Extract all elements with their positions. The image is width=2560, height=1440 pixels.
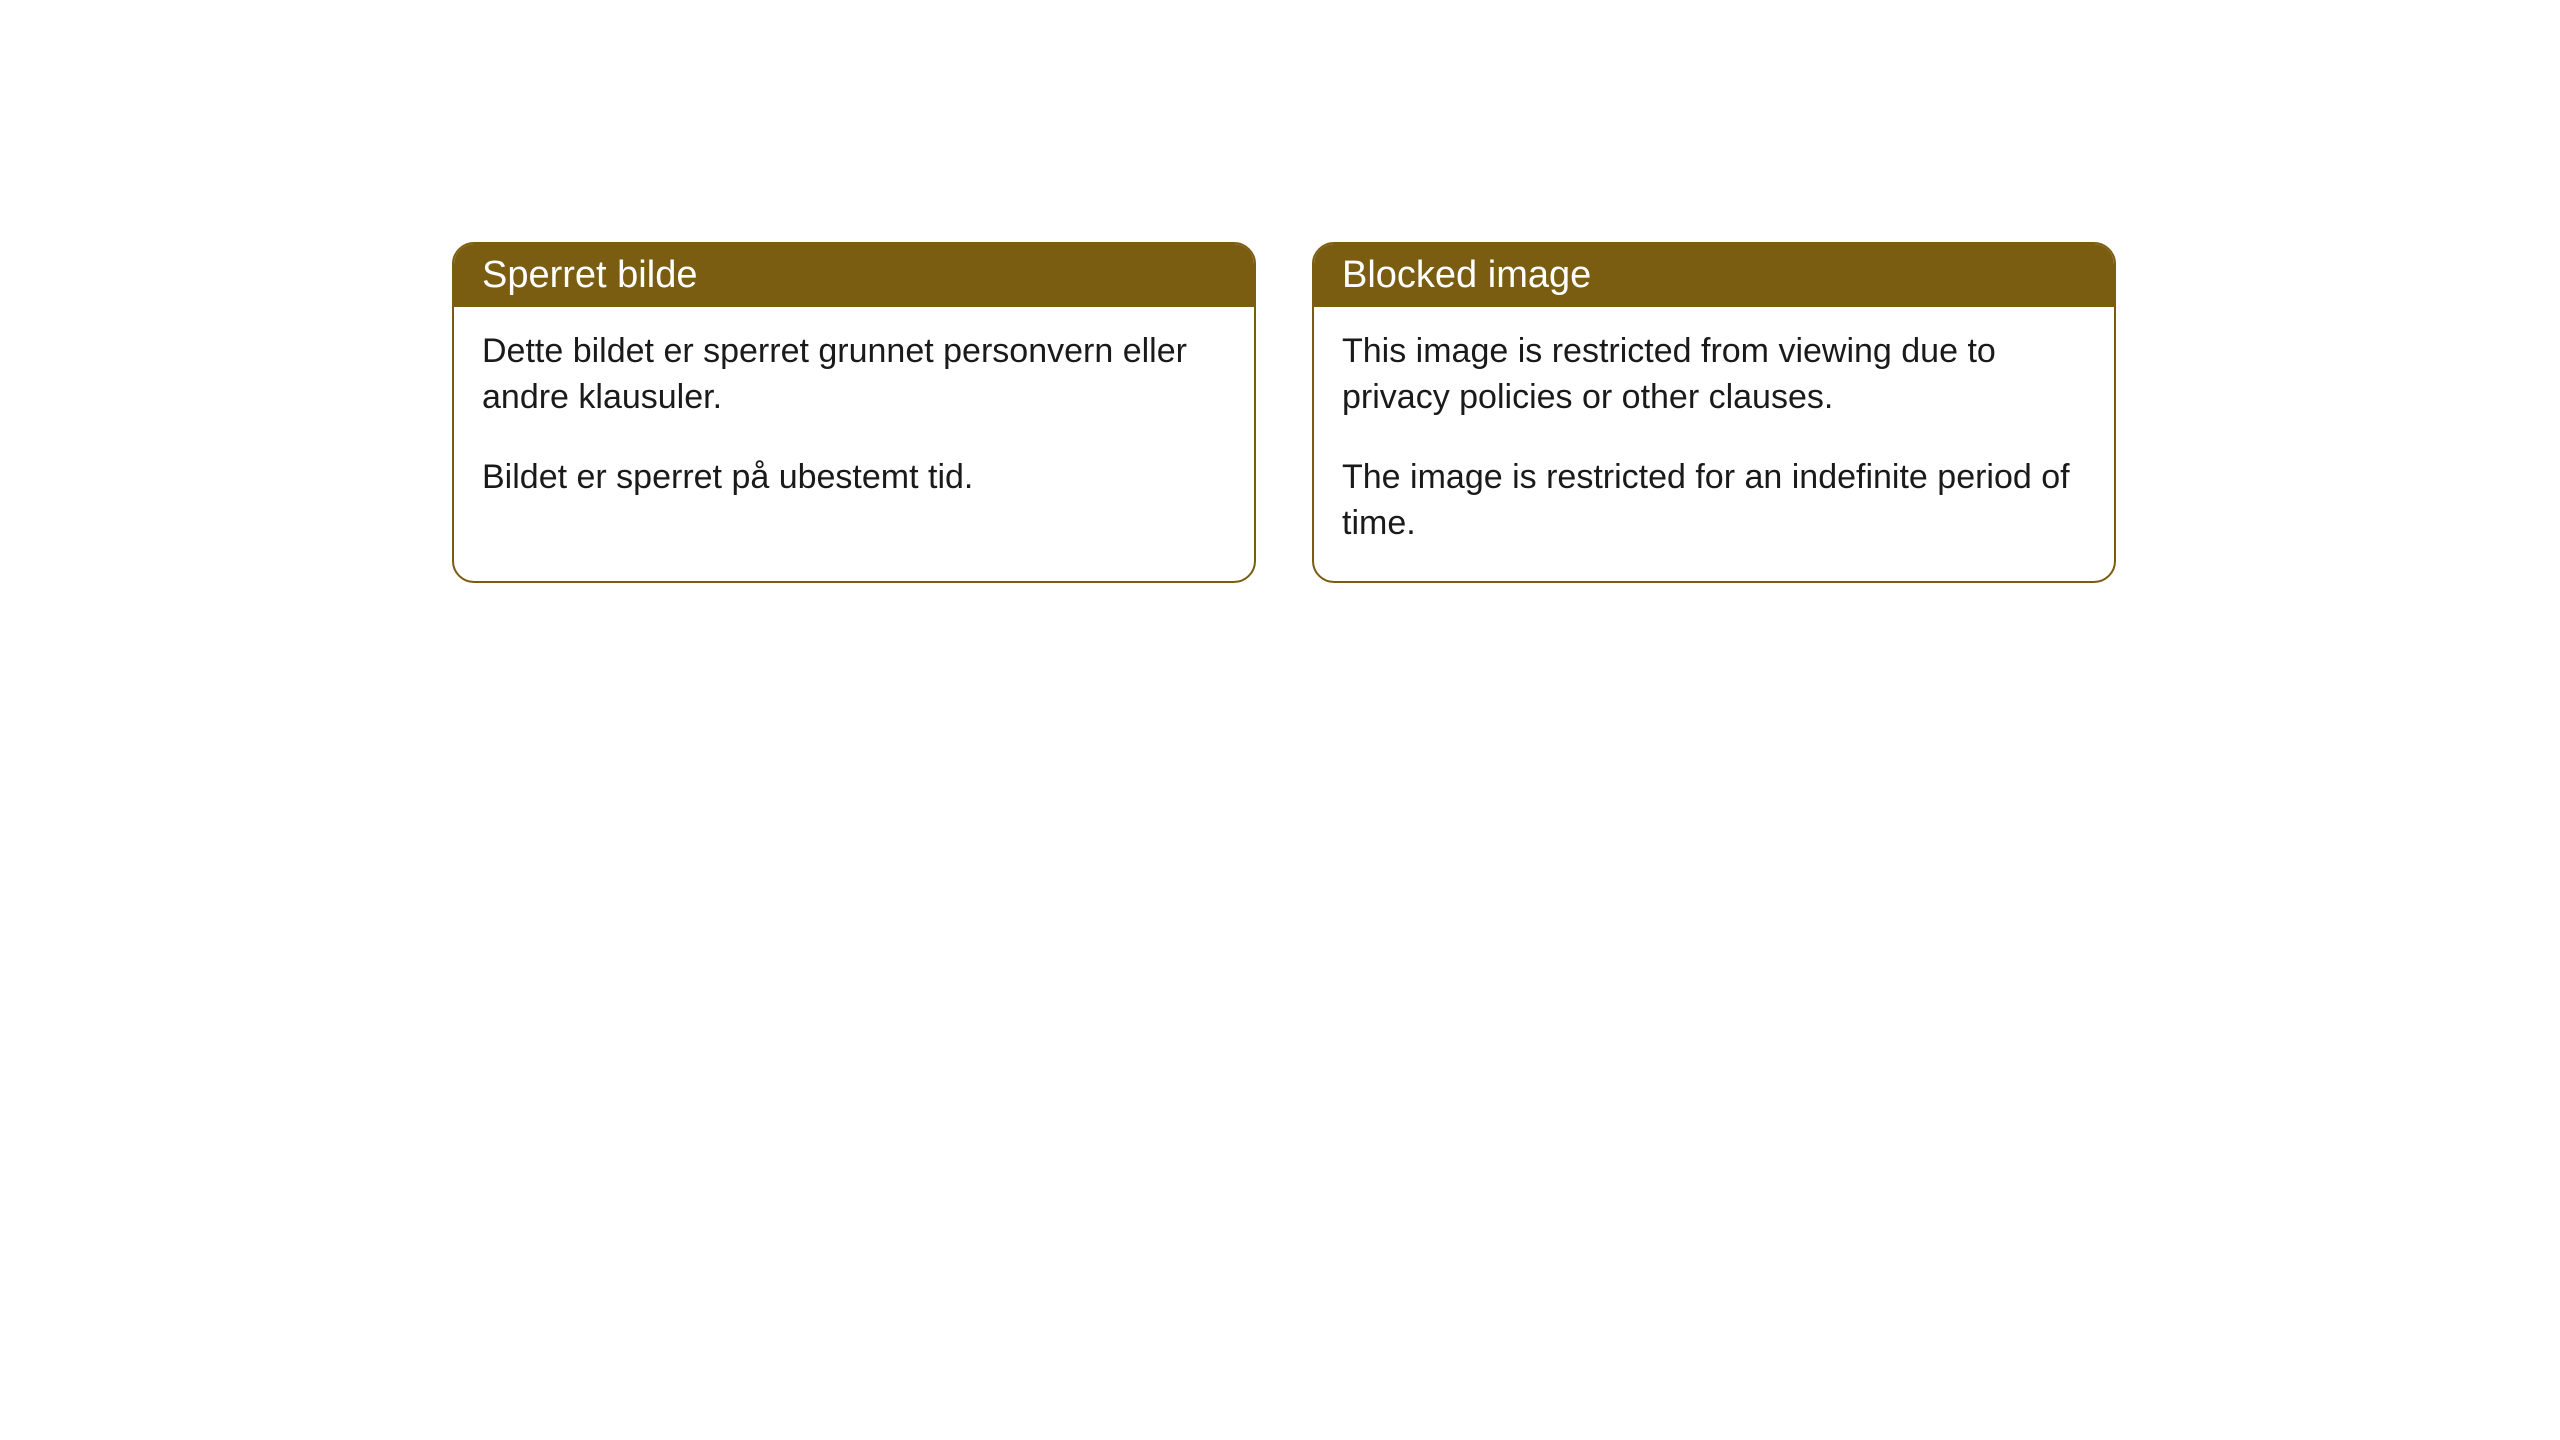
notice-card-norwegian: Sperret bilde Dette bildet er sperret gr… [452, 242, 1256, 583]
notice-container: Sperret bilde Dette bildet er sperret gr… [452, 242, 2116, 583]
notice-header-english: Blocked image [1314, 244, 2114, 307]
notice-paragraph-2: The image is restricted for an indefinit… [1342, 455, 2086, 547]
notice-paragraph-1: This image is restricted from viewing du… [1342, 329, 2086, 421]
notice-paragraph-1: Dette bildet er sperret grunnet personve… [482, 329, 1226, 421]
notice-header-norwegian: Sperret bilde [454, 244, 1254, 307]
notice-body-norwegian: Dette bildet er sperret grunnet personve… [454, 307, 1254, 535]
notice-paragraph-2: Bildet er sperret på ubestemt tid. [482, 455, 1226, 501]
notice-body-english: This image is restricted from viewing du… [1314, 307, 2114, 581]
notice-card-english: Blocked image This image is restricted f… [1312, 242, 2116, 583]
